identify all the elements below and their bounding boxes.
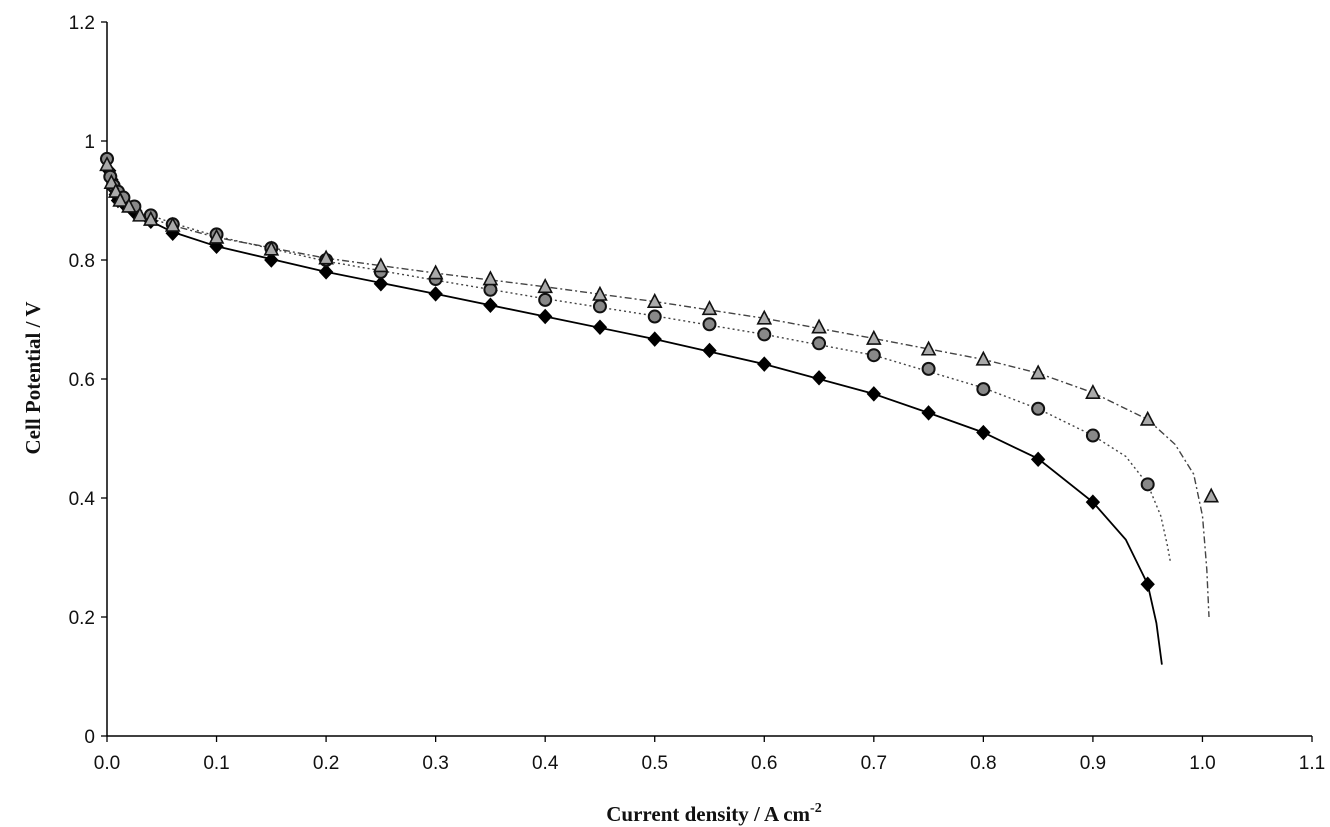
series-triangle-point	[920, 340, 937, 356]
series-triangle-point	[537, 278, 553, 294]
x-tick-label: 1.0	[1189, 753, 1215, 774]
series-circle-point	[702, 317, 717, 332]
series-circle-point	[976, 382, 991, 397]
series-triangle-point	[592, 285, 608, 301]
series-circle-point	[757, 327, 772, 342]
axes	[101, 21, 1313, 742]
series-triangle-point	[132, 206, 148, 222]
series-triangle-point	[646, 292, 663, 308]
series-triangle-point	[143, 210, 159, 226]
series-diamond-point	[1085, 494, 1101, 510]
series-diamond-point	[757, 356, 772, 372]
y-axis-title: Cell Potential / V	[21, 301, 45, 454]
series-triangle-line	[106, 164, 1210, 618]
series-diamond-point	[483, 297, 498, 313]
x-tick-label: 0.8	[970, 753, 996, 774]
series-circle-point	[1140, 477, 1155, 492]
x-tick-label: 0.1	[203, 753, 229, 774]
series-circle-point	[866, 348, 881, 363]
series-diamond-point	[702, 342, 717, 359]
series-diamond-point	[428, 286, 443, 302]
series-diamond-point	[264, 252, 279, 268]
series-triangle-point	[99, 156, 115, 172]
series-diamond-point	[976, 424, 991, 441]
x-tick-label: 0.7	[861, 753, 887, 774]
x-tick-label: 0.6	[751, 753, 777, 774]
series-circle-point	[1031, 401, 1046, 416]
series-triangle-point	[1030, 364, 1046, 380]
y-tick-label: 0	[84, 727, 95, 748]
series-circle-point	[812, 336, 827, 351]
series-triangle-point	[121, 197, 137, 213]
series-diamond-point	[1030, 451, 1046, 468]
series-triangle-point	[318, 249, 334, 265]
y-tick-label: 1	[84, 132, 95, 153]
series-diamond-point	[318, 264, 334, 280]
series-triangle-point	[1085, 383, 1101, 399]
series-triangle-point	[112, 191, 128, 207]
series-circle-line	[106, 158, 1172, 564]
tick-labels: 0.0 0.1 0.2 0.3 0.4 0.5 0.6 0.7 0.8 0.9 1.0 1.1 0 0.2…	[69, 13, 1326, 774]
y-tick-label: 0.2	[69, 608, 95, 629]
y-tick-label: 0.8	[69, 251, 95, 272]
y-tick-label: 0.4	[69, 489, 96, 510]
x-tick-label: 0.3	[422, 753, 448, 774]
series-triangle-point	[208, 228, 225, 244]
x-tick-label: 0.9	[1080, 753, 1106, 774]
x-axis-title: Current density / A cm-2	[606, 801, 821, 826]
series-markers	[99, 151, 1220, 593]
x-tick-label: 0.0	[94, 753, 120, 774]
series-triangle-point	[756, 309, 773, 325]
series-triangle-point	[164, 216, 181, 232]
series-triangle-point	[482, 270, 499, 286]
series-diamond-point	[866, 386, 882, 402]
x-tick-label: 0.2	[313, 753, 339, 774]
x-axis-title-superscript: -2	[810, 801, 822, 816]
series-diamond-point	[537, 308, 553, 325]
series-circle-point	[483, 282, 498, 297]
series-circle-point	[647, 309, 662, 324]
x-tick-label: 1.1	[1299, 753, 1325, 774]
series-circle-point	[921, 361, 936, 376]
series-diamond-point	[647, 331, 662, 347]
series-diamond-point	[592, 319, 608, 335]
x-tick-label: 0.4	[532, 753, 559, 774]
series-triangle-point	[427, 264, 444, 280]
series-triangle-point	[975, 350, 992, 366]
series-triangle-point	[1139, 410, 1156, 426]
series-triangle-point	[811, 318, 827, 334]
series-circle-point	[538, 292, 553, 307]
y-tick-label: 0.6	[69, 370, 95, 391]
series-diamond-point	[1140, 576, 1155, 593]
series-diamond-point	[373, 276, 389, 292]
series-triangle-point	[1203, 487, 1220, 503]
series-circle-point	[1085, 428, 1100, 443]
series-triangle-point	[866, 329, 882, 345]
x-tick-label: 0.5	[642, 753, 668, 774]
series-diamond-point	[811, 370, 827, 386]
series-circle-point	[592, 299, 607, 314]
series-triangle-point	[263, 240, 280, 256]
series-diamond-point	[921, 405, 936, 421]
series-diamond-line	[106, 158, 1163, 665]
series-triangle-point	[701, 300, 718, 316]
y-tick-label: 1.2	[69, 13, 95, 34]
series-triangle-point	[373, 257, 389, 273]
